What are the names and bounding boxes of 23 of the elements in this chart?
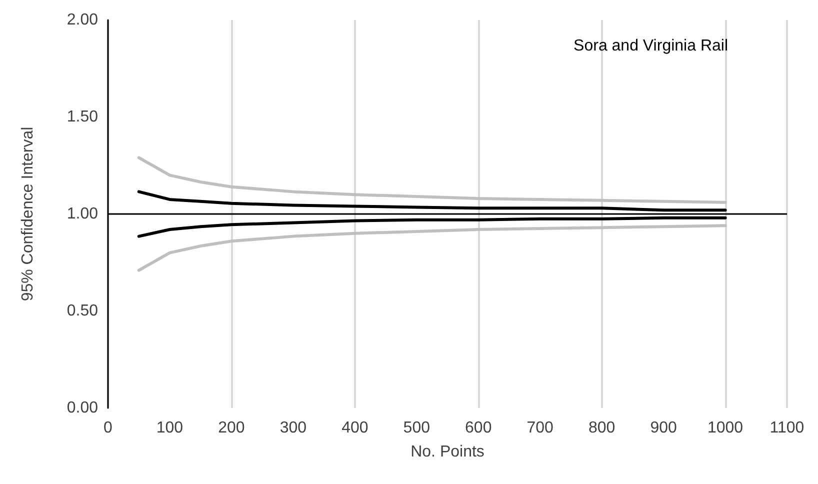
line-series <box>137 224 727 272</box>
x-tick-label: 1100 <box>770 420 804 436</box>
line-series <box>137 190 727 212</box>
x-tick-label: 700 <box>526 420 554 436</box>
x-tick-label: 800 <box>588 420 616 436</box>
x-tick-label: 0 <box>104 420 113 436</box>
y-tick-label: 0.50 <box>66 302 98 320</box>
y-tick-label: 0.00 <box>66 400 98 416</box>
y-tick-label: 2.00 <box>66 12 98 28</box>
x-axis-title: No. Points <box>410 444 484 460</box>
x-tick-label: 1000 <box>707 420 744 436</box>
x-tick-label: 100 <box>156 420 184 436</box>
x-tick-label: 600 <box>465 420 492 436</box>
y-axis-title: 95% Confidence Interval <box>20 126 36 302</box>
x-tick-label: 500 <box>403 420 430 436</box>
x-tick-label: 200 <box>218 420 245 436</box>
annotation: Sora and Virginia Rail <box>574 38 728 54</box>
x-tick-label: 400 <box>342 420 368 436</box>
y-tick-label: 1.50 <box>66 108 98 126</box>
x-tick-label: 300 <box>280 420 307 436</box>
line-series <box>137 156 727 204</box>
x-tick-label: 900 <box>650 420 677 436</box>
y-tick-label: 1.00 <box>66 206 98 222</box>
